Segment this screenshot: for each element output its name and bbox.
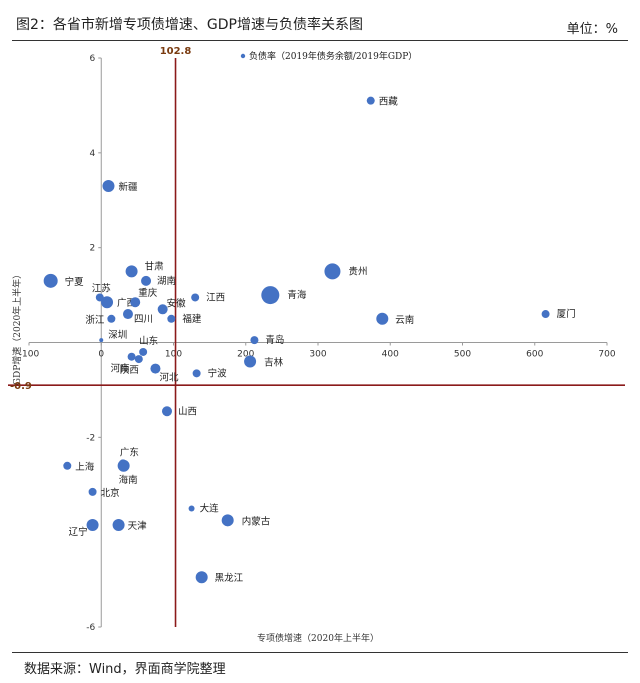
- x-tick-label: 100: [165, 350, 182, 360]
- point-label: 山西: [178, 406, 197, 417]
- point-label: 西藏: [379, 96, 399, 108]
- data-point-山西: [161, 406, 172, 417]
- point-label: 深圳: [108, 330, 127, 341]
- point-label: 甘肃: [145, 260, 164, 272]
- data-source: 数据来源：Wind，界面商学院整理: [24, 662, 226, 677]
- bottom-divider: [12, 652, 628, 653]
- point-label: 辽宁: [69, 526, 88, 538]
- x-tick-label: 500: [454, 350, 471, 360]
- data-point-天津: [112, 519, 125, 532]
- data-point-河南: [127, 352, 136, 361]
- data-point-内蒙古: [221, 514, 234, 527]
- data-point-深圳: [99, 338, 104, 343]
- point-label: 云南: [395, 314, 414, 326]
- y-axis-label: GDP增速（2020年上半年）: [11, 270, 23, 385]
- point-label: 江西: [206, 292, 225, 303]
- point-label: 内蒙古: [242, 515, 271, 527]
- y-tick-label: 2: [90, 244, 96, 254]
- data-point-四川: [122, 309, 133, 320]
- legend-marker: [240, 53, 246, 59]
- x-tick-label: -100: [19, 350, 40, 360]
- point-label: 湖南: [157, 275, 176, 287]
- data-point-青岛: [250, 336, 259, 345]
- data-point-厦门: [541, 310, 550, 319]
- point-label: 贵州: [348, 265, 367, 277]
- point-label: 北京: [101, 487, 120, 499]
- data-point-宁波: [192, 369, 201, 378]
- data-point-贵州: [324, 263, 341, 280]
- point-label: 江苏: [92, 282, 112, 294]
- reference-label-y: -0.9: [10, 381, 32, 392]
- data-point-宁夏: [43, 273, 58, 288]
- point-label: 安徽: [167, 297, 187, 309]
- reference-label-x: 102.8: [160, 46, 192, 57]
- data-point-辽宁: [86, 519, 99, 532]
- point-label: 新疆: [118, 181, 138, 193]
- x-tick-label: 700: [598, 350, 615, 360]
- data-point-湖南: [141, 275, 152, 286]
- data-point-福建: [167, 314, 176, 323]
- point-label: 上海: [75, 461, 95, 473]
- data-point-甘肃: [125, 265, 138, 278]
- point-label: 厦门: [557, 308, 576, 320]
- x-tick-label: 600: [526, 350, 543, 360]
- point-label: 青岛: [265, 334, 284, 346]
- top-divider: [12, 40, 628, 41]
- x-tick-label: 400: [382, 350, 399, 360]
- point-label: 陕西: [120, 364, 139, 376]
- data-point-黑龙江: [195, 571, 208, 584]
- data-point-青海: [261, 286, 280, 305]
- data-point-云南: [376, 312, 389, 325]
- point-label: 四川: [134, 314, 153, 325]
- point-label: 大连: [200, 502, 220, 514]
- data-point-陕西: [134, 355, 143, 364]
- point-label: 浙江: [85, 314, 105, 326]
- y-tick-label: -6: [86, 623, 95, 633]
- data-point-西藏: [366, 96, 375, 105]
- chart-title: 图2：各省市新增专项债增速、GDP增速与负债率关系图: [16, 17, 363, 33]
- legend-entry: 负债率（2019年债务余额/2019年GDP）: [249, 50, 417, 62]
- point-label: 海南: [119, 474, 138, 486]
- data-point-广西: [101, 296, 114, 309]
- data-point-安徽: [157, 304, 168, 315]
- data-point-新疆: [102, 180, 115, 193]
- point-label: 黑龙江: [215, 572, 244, 584]
- unit-label: 单位：%: [566, 22, 618, 37]
- point-label: 河北: [159, 372, 179, 384]
- data-point-海南: [117, 459, 130, 472]
- point-label: 广东: [120, 446, 139, 458]
- point-label: 河南: [111, 363, 130, 375]
- point-label: 天津: [128, 521, 148, 532]
- data-point-江西: [191, 293, 200, 302]
- point-label: 重庆: [138, 287, 158, 299]
- data-point-重庆: [130, 297, 141, 308]
- point-label: 福建: [182, 313, 202, 325]
- y-tick-label: 4: [90, 149, 96, 159]
- point-label: 山东: [139, 335, 158, 347]
- data-point-吉林: [244, 355, 257, 368]
- data-point-河北: [150, 363, 161, 374]
- point-label: 青海: [287, 289, 307, 301]
- y-tick-label: 6: [90, 54, 96, 64]
- point-label: 宁夏: [65, 276, 85, 288]
- data-point-山东: [139, 347, 148, 356]
- x-tick-label: 300: [309, 350, 326, 360]
- data-point-上海: [63, 461, 72, 470]
- point-label: 宁波: [208, 367, 228, 379]
- data-point-北京: [88, 487, 97, 496]
- x-tick-label: 200: [237, 350, 254, 360]
- y-tick-label: -2: [86, 433, 95, 443]
- data-point-浙江: [107, 314, 116, 323]
- point-label: 吉林: [264, 356, 284, 368]
- x-tick-label: 0: [98, 350, 104, 360]
- data-point-大连: [188, 505, 195, 512]
- x-axis-label: 专项债增速（2020年上半年）: [257, 632, 379, 644]
